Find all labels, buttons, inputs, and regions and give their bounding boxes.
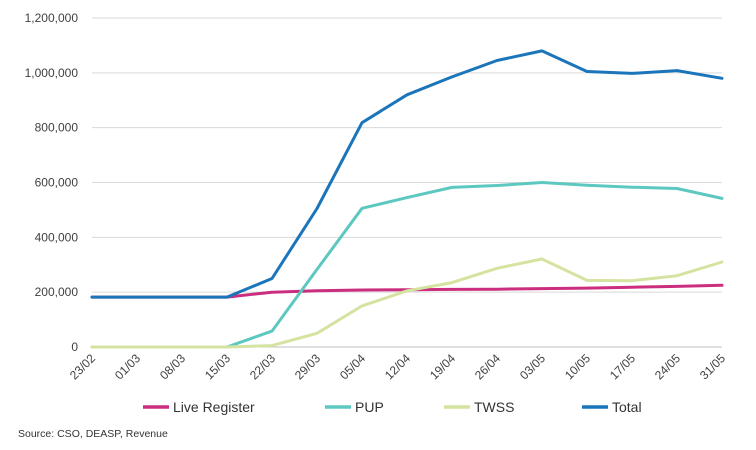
legend-item-live-register: Live Register bbox=[143, 399, 255, 415]
y-tick-label: 0 bbox=[71, 340, 78, 354]
x-tick-label: 17/05 bbox=[607, 351, 638, 382]
legend: Live Register PUP TWSS Total bbox=[143, 399, 642, 415]
legend-label: Live Register bbox=[173, 399, 255, 415]
y-axis-tick-labels: 0 200,000 400,000 600,000 800,000 1,000,000 1,… bbox=[25, 11, 79, 354]
x-tick-label: 01/03 bbox=[112, 351, 143, 382]
x-tick-label: 05/04 bbox=[337, 351, 368, 382]
x-tick-label: 10/05 bbox=[562, 351, 593, 382]
legend-item-total: Total bbox=[582, 399, 642, 415]
source-note: Source: CSO, DEASP, Revenue bbox=[18, 428, 168, 440]
legend-label: Total bbox=[612, 399, 642, 415]
y-tick-label: 1,200,000 bbox=[25, 11, 79, 25]
y-tick-label: 600,000 bbox=[35, 176, 79, 190]
y-tick-label: 400,000 bbox=[35, 230, 79, 244]
y-tick-label: 1,000,000 bbox=[25, 66, 79, 80]
legend-item-pup: PUP bbox=[325, 399, 384, 415]
y-tick-label: 200,000 bbox=[35, 285, 79, 299]
x-tick-label: 22/03 bbox=[247, 351, 278, 382]
x-tick-label: 12/04 bbox=[382, 351, 413, 382]
x-tick-label: 31/05 bbox=[697, 351, 728, 382]
series-line-twss bbox=[90, 257, 724, 349]
x-tick-label: 23/02 bbox=[67, 351, 98, 382]
legend-label: PUP bbox=[355, 399, 384, 415]
x-tick-label: 26/04 bbox=[472, 351, 503, 382]
legend-label: TWSS bbox=[474, 399, 514, 415]
x-tick-label: 29/03 bbox=[292, 351, 323, 382]
y-tick-label: 800,000 bbox=[35, 121, 79, 135]
series-line-pup bbox=[90, 181, 724, 349]
series-lines bbox=[90, 49, 724, 349]
x-axis-tick-labels: 23/02 01/03 08/03 15/03 22/03 29/03 05/04 12/04… bbox=[67, 351, 728, 382]
x-tick-label: 19/04 bbox=[427, 351, 458, 382]
gridlines bbox=[92, 17, 722, 293]
legend-item-twss: TWSS bbox=[444, 399, 514, 415]
x-tick-label: 15/03 bbox=[202, 351, 233, 382]
x-tick-label: 03/05 bbox=[517, 351, 548, 382]
series-line-total bbox=[90, 49, 724, 299]
x-tick-label: 08/03 bbox=[157, 351, 188, 382]
x-tick-label: 24/05 bbox=[652, 351, 683, 382]
